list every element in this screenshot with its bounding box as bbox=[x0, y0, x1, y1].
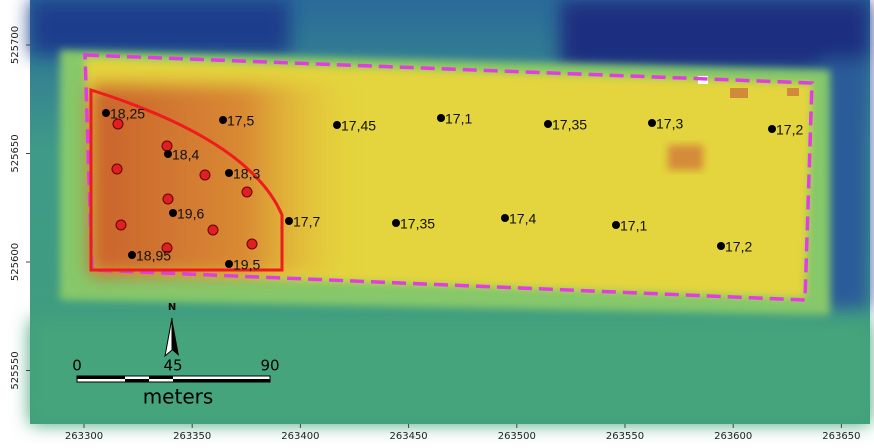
sample-dot bbox=[247, 239, 257, 249]
sample-dot bbox=[112, 164, 122, 174]
point-label: 17,1 bbox=[620, 218, 647, 234]
y-axis: 525700 525650 525600 525550 bbox=[10, 26, 30, 390]
point-label: 17,5 bbox=[227, 113, 254, 129]
point-dot bbox=[392, 219, 400, 227]
x-tick-label: 263450 bbox=[390, 431, 428, 442]
x-axis: 263300 263350 263400 263450 263500 263550 2636… bbox=[65, 424, 861, 442]
point-dot bbox=[501, 214, 509, 222]
scale-label: 0 bbox=[72, 357, 82, 375]
scale-label: 45 bbox=[163, 357, 182, 375]
point-dot bbox=[333, 121, 341, 129]
point-dot bbox=[225, 169, 233, 177]
point-label: 17,7 bbox=[293, 214, 320, 230]
point-label: 17,35 bbox=[552, 117, 587, 133]
scale-label: 90 bbox=[260, 357, 279, 375]
y-tick-label: 525700 bbox=[10, 26, 21, 64]
point-label: 18,3 bbox=[233, 166, 260, 182]
point-dot bbox=[169, 209, 177, 217]
point-dot bbox=[768, 125, 776, 133]
point-label: 17,4 bbox=[509, 211, 536, 227]
point-label: 17,3 bbox=[656, 116, 683, 132]
x-tick-label: 263600 bbox=[714, 431, 752, 442]
point-dot bbox=[128, 251, 136, 259]
x-tick-label: 263500 bbox=[498, 431, 536, 442]
point-dot bbox=[717, 242, 725, 250]
x-tick-label: 263300 bbox=[65, 431, 103, 442]
y-tick-label: 525600 bbox=[10, 243, 21, 281]
raster bbox=[30, 0, 870, 424]
point-dot bbox=[285, 217, 293, 225]
point-label: 17,35 bbox=[400, 216, 435, 232]
point-label: 17,45 bbox=[341, 118, 376, 134]
point-dot bbox=[648, 119, 656, 127]
x-tick-label: 263400 bbox=[281, 431, 319, 442]
map: 18,25 17,5 17,45 17,1 17,35 17,3 17,2 18,4 18,3 1… bbox=[0, 0, 874, 444]
point-label: 17,2 bbox=[776, 122, 803, 138]
point-dot bbox=[225, 260, 233, 268]
point-dot bbox=[219, 116, 227, 124]
y-tick-label: 525550 bbox=[10, 351, 21, 389]
north-label: N bbox=[168, 302, 176, 313]
point-label: 19,5 bbox=[233, 257, 260, 273]
sample-dot bbox=[163, 194, 173, 204]
point-label: 17,1 bbox=[445, 111, 472, 127]
point-dot bbox=[612, 221, 620, 229]
sample-dot bbox=[162, 141, 172, 151]
point-label: 18,4 bbox=[172, 147, 199, 163]
y-tick-label: 525650 bbox=[10, 134, 21, 172]
x-tick-label: 263550 bbox=[606, 431, 644, 442]
point-label: 18,25 bbox=[110, 106, 145, 122]
point-label: 19,6 bbox=[177, 206, 204, 222]
sample-dot bbox=[208, 225, 218, 235]
scale-unit: meters bbox=[143, 385, 214, 409]
point-dot bbox=[437, 114, 445, 122]
point-label: 17,2 bbox=[725, 239, 752, 255]
sample-dot bbox=[200, 170, 210, 180]
point-dot bbox=[544, 120, 552, 128]
sample-dot bbox=[242, 187, 252, 197]
page: 18,25 17,5 17,45 17,1 17,35 17,3 17,2 18,4 18,3 1… bbox=[0, 0, 874, 444]
point-dot bbox=[164, 150, 172, 158]
point-label: 18,95 bbox=[136, 248, 171, 264]
point-dot bbox=[102, 109, 110, 117]
x-tick-label: 263350 bbox=[173, 431, 211, 442]
sample-dot bbox=[116, 220, 126, 230]
x-tick-label: 263650 bbox=[822, 431, 860, 442]
